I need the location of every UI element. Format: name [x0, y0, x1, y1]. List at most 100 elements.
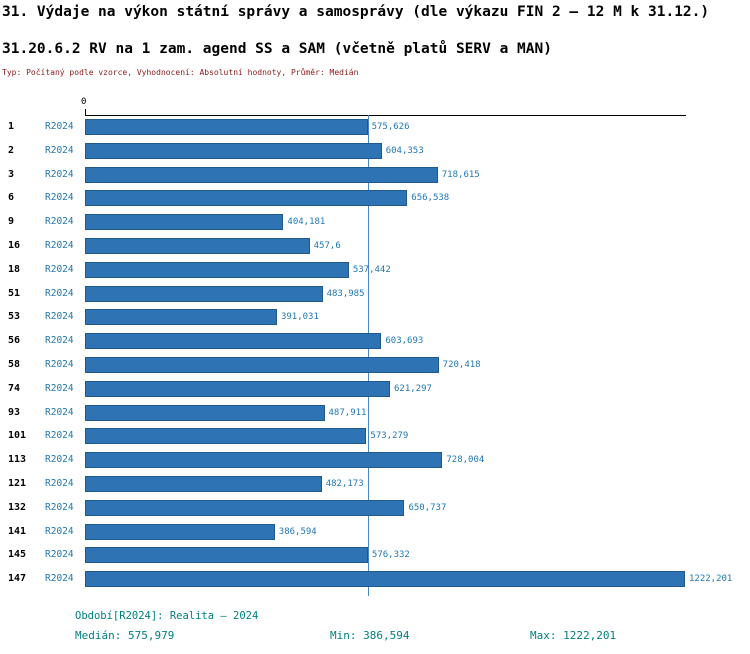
bar	[85, 380, 390, 397]
row-series-label: R2024	[45, 501, 74, 513]
bar	[85, 190, 408, 207]
footer-max-label: Max: 1222,201	[530, 629, 617, 642]
row-rank-label: 141	[8, 525, 27, 537]
row-rank-label: 1	[8, 121, 15, 132]
row-rank-label: 145	[8, 549, 27, 561]
bar	[85, 452, 443, 469]
row-series-label: R2024	[45, 359, 74, 370]
bar-value-label: 487,911	[328, 407, 367, 418]
bar-row: 74 R2024 621,297	[0, 377, 750, 401]
row-rank-label: 101	[8, 430, 27, 442]
bar-value-label: 576,332	[371, 550, 410, 561]
bar-row: 16 R2024 457,6	[0, 234, 750, 258]
row-series-label: R2024	[45, 382, 74, 394]
bar	[85, 547, 368, 564]
bar-value-label: 573,279	[370, 431, 409, 442]
row-rank-label: 93	[8, 406, 21, 418]
bar-row: 9 R2024 404,181	[0, 210, 750, 234]
bar-value-label: 1222,201	[689, 574, 733, 585]
bar-row: 53 R2024 391,031	[0, 305, 750, 329]
bar-row: 113 R2024 728,004	[0, 448, 750, 472]
row-rank-label: 51	[8, 287, 21, 299]
bar-value-label: 604,353	[385, 145, 424, 156]
bar	[85, 571, 685, 588]
bar	[85, 214, 284, 231]
row-rank-label: 3	[8, 168, 15, 180]
bar-value-label: 457,6	[313, 241, 341, 251]
row-series-label: R2024	[45, 406, 74, 418]
bar-value-label: 621,297	[394, 383, 432, 394]
footer-median-label: Medián: 575,979	[75, 629, 175, 642]
bar	[85, 428, 367, 445]
row-series-label: R2024	[45, 335, 74, 347]
row-series-label: R2024	[45, 263, 74, 275]
bar	[85, 499, 405, 516]
row-rank-label: 56	[8, 335, 21, 347]
bar-value-label: 656,538	[411, 193, 450, 204]
bar-value-label: 718,615	[441, 169, 480, 180]
bar-row: 56 R2024 603,693	[0, 329, 750, 353]
row-series-label: R2024	[45, 144, 74, 156]
bar-row: 1 R2024 575,626	[0, 115, 750, 139]
bar	[85, 119, 368, 135]
row-series-label: R2024	[45, 192, 74, 204]
bar-value-label: 404,181	[287, 217, 326, 228]
bar-value-label: 650,737	[408, 502, 447, 513]
bar-row: 2 R2024 604,353	[0, 139, 750, 163]
bar-row: 3 R2024 718,615	[0, 163, 750, 187]
bar-row: 93 R2024 487,911	[0, 401, 750, 425]
bar-value-label: 603,693	[385, 336, 424, 347]
bar-value-label: 728,004	[446, 455, 485, 466]
bar	[85, 523, 275, 540]
row-rank-label: 2	[8, 144, 15, 156]
bar-row: 147 R2024 1222,201	[0, 567, 750, 591]
row-rank-label: 121	[8, 478, 27, 489]
row-series-label: R2024	[45, 573, 74, 585]
bar-value-label: 482,173	[325, 479, 364, 489]
row-rank-label: 18	[8, 263, 21, 275]
row-series-label: R2024	[45, 311, 74, 323]
bar	[85, 142, 382, 159]
row-series-label: R2024	[45, 121, 74, 132]
bar-value-label: 391,031	[280, 312, 319, 323]
bar-row: 18 R2024 537,442	[0, 258, 750, 282]
row-series-label: R2024	[45, 430, 74, 442]
bar-value-label: 483,985	[326, 288, 365, 299]
chart-title: 31. Výdaje na výkon státní správy a samo…	[2, 4, 710, 20]
footer-min-label: Min: 386,594	[330, 629, 410, 642]
bar-row: 51 R2024 483,985	[0, 282, 750, 306]
bar	[85, 357, 439, 373]
bar-row: 145 R2024 576,332	[0, 543, 750, 567]
row-series-label: R2024	[45, 454, 74, 466]
row-rank-label: 132	[8, 501, 27, 513]
row-series-label: R2024	[45, 216, 74, 228]
bar-row: 141 R2024 386,594	[0, 520, 750, 544]
row-rank-label: 58	[8, 359, 21, 370]
bar	[85, 404, 325, 421]
row-rank-label: 6	[8, 192, 15, 204]
bar	[85, 261, 349, 278]
row-series-label: R2024	[45, 287, 74, 299]
row-series-label: R2024	[45, 478, 74, 489]
x-axis-line	[85, 115, 686, 116]
chart-subtitle: 31.20.6.2 RV na 1 zam. agend SS a SAM (v…	[2, 41, 552, 57]
row-series-label: R2024	[45, 549, 74, 561]
bar	[85, 476, 322, 492]
bar	[85, 333, 382, 350]
x-axis-tick	[85, 109, 86, 115]
row-rank-label: 16	[8, 240, 21, 251]
row-rank-label: 9	[8, 216, 15, 228]
row-series-label: R2024	[45, 168, 74, 180]
median-line	[367, 115, 369, 596]
bar	[85, 166, 438, 183]
row-series-label: R2024	[45, 525, 74, 537]
row-rank-label: 113	[8, 454, 27, 466]
bar-value-label: 386,594	[278, 526, 317, 537]
row-rank-label: 53	[8, 311, 21, 323]
bar-row: 58 R2024 720,418	[0, 353, 750, 377]
row-series-label: R2024	[45, 240, 74, 251]
bar	[85, 309, 277, 326]
bar-row: 132 R2024 650,737	[0, 496, 750, 520]
bar-value-label: 575,626	[371, 122, 410, 132]
